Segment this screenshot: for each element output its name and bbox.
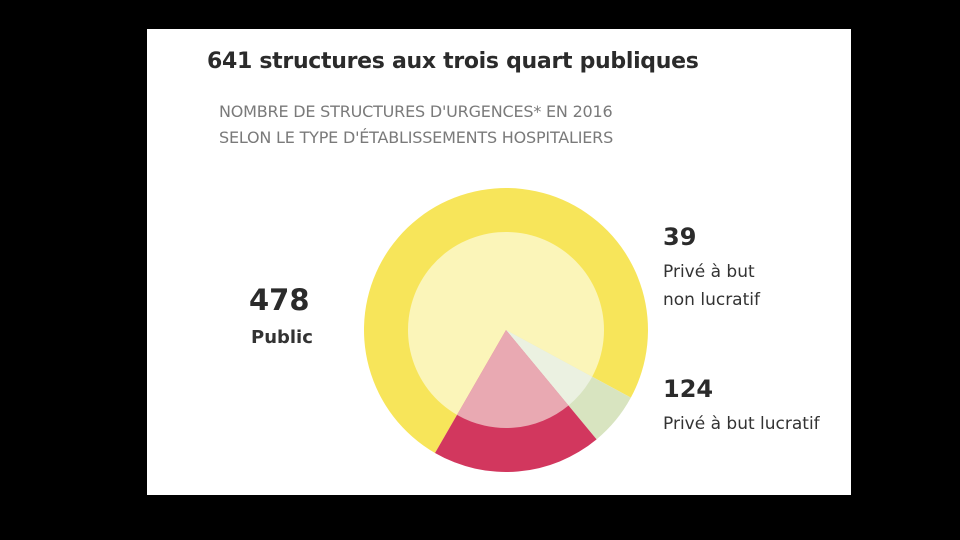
name-label-prive-non-lucratif-line-2: non lucratif: [663, 290, 761, 310]
name-label-prive-non-lucratif-line-1: Privé à but: [663, 262, 755, 282]
name-label-public: Public: [251, 327, 313, 348]
label-prive-non-lucratif: 39 Privé à but non lucratif: [663, 223, 761, 310]
value-label-prive-non-lucratif: 39: [663, 223, 696, 251]
donut-chart: 478 Public 39 Privé à but non lucratif 1…: [249, 188, 821, 473]
slice-inner-prive-non-lucratif: [506, 330, 593, 406]
chart-subtitle: NOMBRE DE STRUCTURES D'URGENCES* EN 2016…: [219, 99, 613, 151]
name-label-prive-lucratif: Privé à but lucratif: [663, 414, 821, 434]
subtitle-line-1: NOMBRE DE STRUCTURES D'URGENCES* EN 2016: [219, 102, 613, 121]
slice-inner-public: [407, 231, 604, 415]
value-label-prive-lucratif: 124: [663, 375, 713, 403]
inner-disc: [407, 231, 604, 429]
chart-panel: 641 structures aux trois quart publiques…: [147, 29, 851, 495]
slice-inner-prive-lucratif: [457, 330, 569, 429]
label-public: 478 Public: [249, 283, 313, 348]
subtitle-line-2: SELON LE TYPE D'ÉTABLISSEMENTS HOSPITALI…: [219, 128, 614, 147]
chart-title: 641 structures aux trois quart publiques: [207, 49, 699, 74]
label-prive-lucratif: 124 Privé à but lucratif: [663, 375, 821, 434]
value-label-public: 478: [249, 283, 310, 317]
